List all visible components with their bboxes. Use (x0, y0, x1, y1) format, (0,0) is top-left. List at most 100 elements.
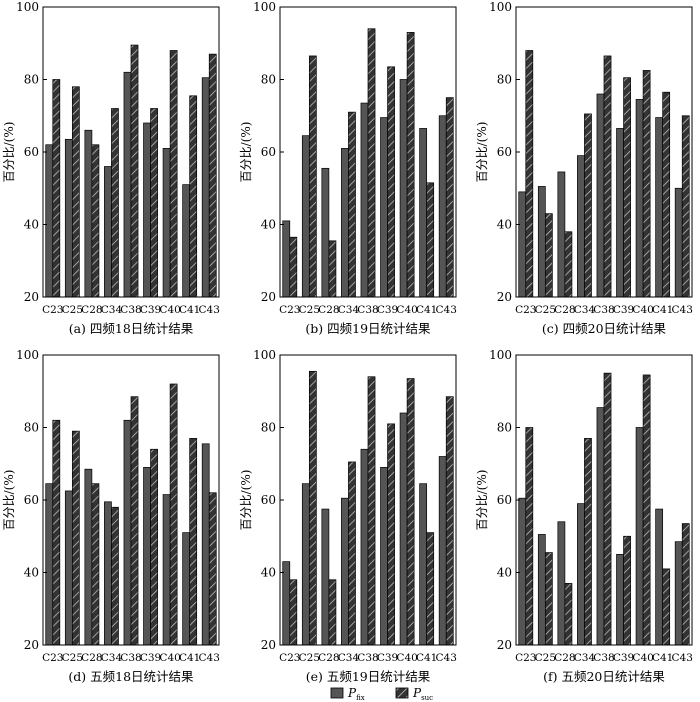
bar-p-suc-c40 (642, 70, 651, 298)
subplot-caption: (c) 四频20日统计结果 (542, 321, 667, 336)
x-tick-label: C25 (535, 652, 556, 664)
x-tick-label: C23 (42, 652, 63, 664)
y-tick-label: 100 (253, 0, 276, 14)
bar-p-suc-c34 (584, 113, 592, 298)
x-tick-label: C34 (574, 304, 596, 316)
x-tick-label: C28 (318, 304, 339, 316)
bar-p-fix-c39 (616, 554, 624, 646)
x-tick-label: C38 (593, 304, 614, 316)
y-tick-label: 20 (497, 290, 512, 304)
x-tick-label: C43 (199, 652, 220, 664)
x-tick-label: C28 (554, 304, 575, 316)
y-tick-label: 40 (261, 566, 276, 580)
bar-p-fix-c41 (182, 532, 191, 646)
x-tick-label: C43 (672, 652, 693, 664)
y-tick-label: 80 (24, 73, 39, 87)
y-tick-label: 100 (16, 348, 39, 362)
x-tick-label: C39 (140, 652, 161, 664)
bar-p-fix-c23 (518, 497, 527, 646)
legend-label-p-fix: Pfix (347, 686, 365, 702)
bar-p-fix-c40 (399, 79, 408, 298)
bar-p-fix-c38 (596, 407, 605, 646)
y-tick-label: 20 (497, 638, 512, 652)
bar-p-fix-c38 (360, 102, 369, 298)
subplot-caption: (a) 四频18日统计结果 (69, 321, 194, 336)
bar-p-fix-c23 (45, 483, 54, 646)
legend-swatch-p-suc (395, 687, 409, 699)
bar-p-suc-c40 (406, 378, 415, 646)
bar-p-fix-c23 (282, 220, 291, 298)
x-tick-label: C34 (338, 304, 360, 316)
x-tick-label: C41 (179, 652, 200, 664)
bar-p-fix-c34 (577, 503, 585, 646)
x-tick-label: C34 (574, 652, 596, 664)
legend: Pfix Psuc (330, 686, 433, 702)
bar-p-suc-c39 (387, 66, 395, 298)
x-tick-label: C38 (593, 652, 614, 664)
bar-p-suc-c41 (189, 95, 198, 298)
bar-p-suc-c38 (130, 396, 139, 646)
y-tick-label: 40 (497, 566, 512, 580)
bar-p-suc-c43 (445, 396, 454, 646)
x-tick-label: C41 (179, 304, 200, 316)
bar-p-suc-c40 (406, 32, 415, 298)
x-tick-label: C40 (159, 304, 180, 316)
bar-p-fix-c25 (64, 138, 73, 298)
bar-p-fix-c25 (301, 135, 310, 298)
x-tick-label: C41 (652, 304, 673, 316)
bar-p-fix-c39 (143, 122, 151, 298)
bar-p-suc-c38 (130, 44, 139, 298)
x-tick-label: C34 (338, 652, 360, 664)
bar-p-fix-c28 (557, 171, 566, 298)
bar-p-fix-c43 (201, 77, 210, 298)
y-axis-label: 百分比/(%) (239, 122, 253, 183)
x-tick-label: C25 (299, 304, 320, 316)
legend-label-p-suc: Psuc (412, 686, 433, 702)
bar-p-fix-c25 (64, 490, 73, 646)
bar-p-fix-c28 (321, 508, 330, 646)
bar-p-suc-c39 (623, 77, 631, 298)
bar-p-suc-c43 (208, 492, 217, 646)
y-tick-label: 80 (261, 421, 276, 435)
bar-p-suc-c40 (169, 50, 178, 298)
x-tick-label: C40 (396, 304, 417, 316)
x-tick-label: C25 (62, 304, 83, 316)
x-tick-label: C38 (357, 304, 378, 316)
legend-swatch-p-fix (330, 687, 344, 699)
bar-p-fix-c25 (301, 483, 310, 646)
y-tick-label: 40 (497, 218, 512, 232)
bar-p-suc-c34 (111, 108, 119, 298)
bar-p-suc-c34 (348, 461, 356, 646)
bar-p-fix-c28 (557, 521, 566, 646)
y-axis-label: 百分比/(%) (2, 470, 16, 531)
bar-p-suc-c41 (662, 568, 671, 646)
y-tick-label: 20 (24, 638, 39, 652)
x-tick-label: C39 (613, 652, 634, 664)
bar-p-suc-c25 (544, 213, 553, 298)
x-tick-label: C39 (613, 304, 634, 316)
x-tick-label: C34 (101, 304, 123, 316)
bar-p-fix-c38 (596, 93, 605, 298)
y-tick-label: 100 (489, 348, 512, 362)
y-tick-label: 100 (489, 0, 512, 14)
y-tick-label: 40 (261, 218, 276, 232)
bar-p-fix-c41 (655, 508, 664, 646)
x-tick-label: C41 (416, 652, 437, 664)
y-tick-label: 80 (497, 421, 512, 435)
y-tick-label: 60 (24, 145, 39, 159)
bar-p-fix-c34 (104, 166, 112, 298)
x-tick-label: C23 (279, 652, 300, 664)
y-tick-label: 60 (261, 493, 276, 507)
bar-p-suc-c39 (387, 423, 395, 646)
bar-p-fix-c38 (123, 71, 132, 298)
bar-p-fix-c25 (537, 534, 546, 646)
bar-p-suc-c23 (289, 236, 298, 298)
x-tick-label: C25 (62, 652, 83, 664)
bar-p-fix-c40 (162, 494, 171, 646)
bar-p-suc-c34 (584, 438, 592, 646)
bar-p-suc-c40 (169, 383, 178, 646)
